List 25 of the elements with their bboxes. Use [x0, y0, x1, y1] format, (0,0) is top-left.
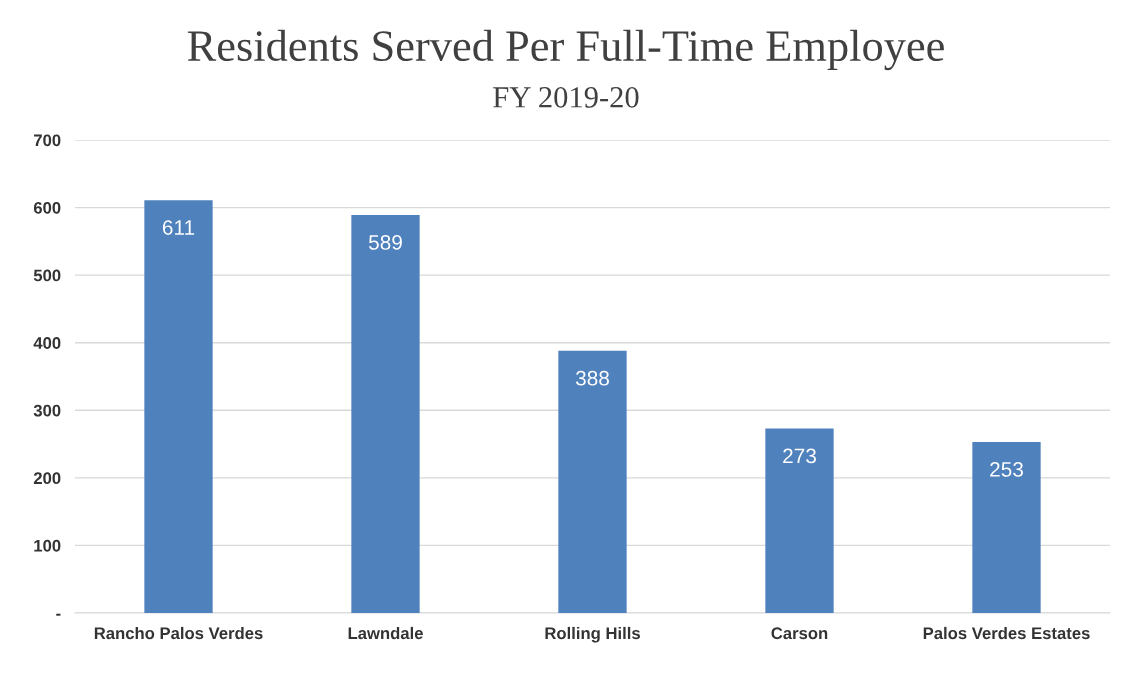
x-tick-label: Rancho Palos Verdes: [94, 626, 263, 640]
bar: [558, 350, 627, 613]
x-tick-label: Palos Verdes Estates: [923, 626, 1090, 640]
bar: [351, 215, 420, 613]
x-tick-label: Carson: [771, 627, 828, 640]
bar: [765, 428, 834, 613]
y-tick-label: 700: [34, 134, 61, 147]
y-tick-label: 300: [33, 404, 61, 417]
x-tick-label: Lawndale: [348, 626, 423, 640]
bar: [972, 442, 1041, 613]
data-label: 273: [783, 448, 816, 464]
y-tick-label: 400: [33, 337, 61, 349]
chart-subtitle: FY 2019-20: [493, 87, 639, 108]
chart-title: Residents Served Per Full-Time Employee: [187, 29, 944, 71]
bar: [144, 200, 213, 613]
data-label: 589: [368, 235, 402, 250]
data-label: 253: [990, 462, 1023, 477]
data-label: 388: [575, 370, 609, 386]
y-tick-label: 200: [33, 472, 61, 485]
data-label: 611: [162, 220, 195, 235]
y-tick-label: 600: [33, 201, 61, 214]
y-tick-label: 500: [33, 269, 61, 282]
y-tick-label: 100: [34, 539, 61, 552]
y-tick-label: -: [56, 613, 61, 616]
x-tick-label: Rolling Hills: [545, 626, 640, 643]
